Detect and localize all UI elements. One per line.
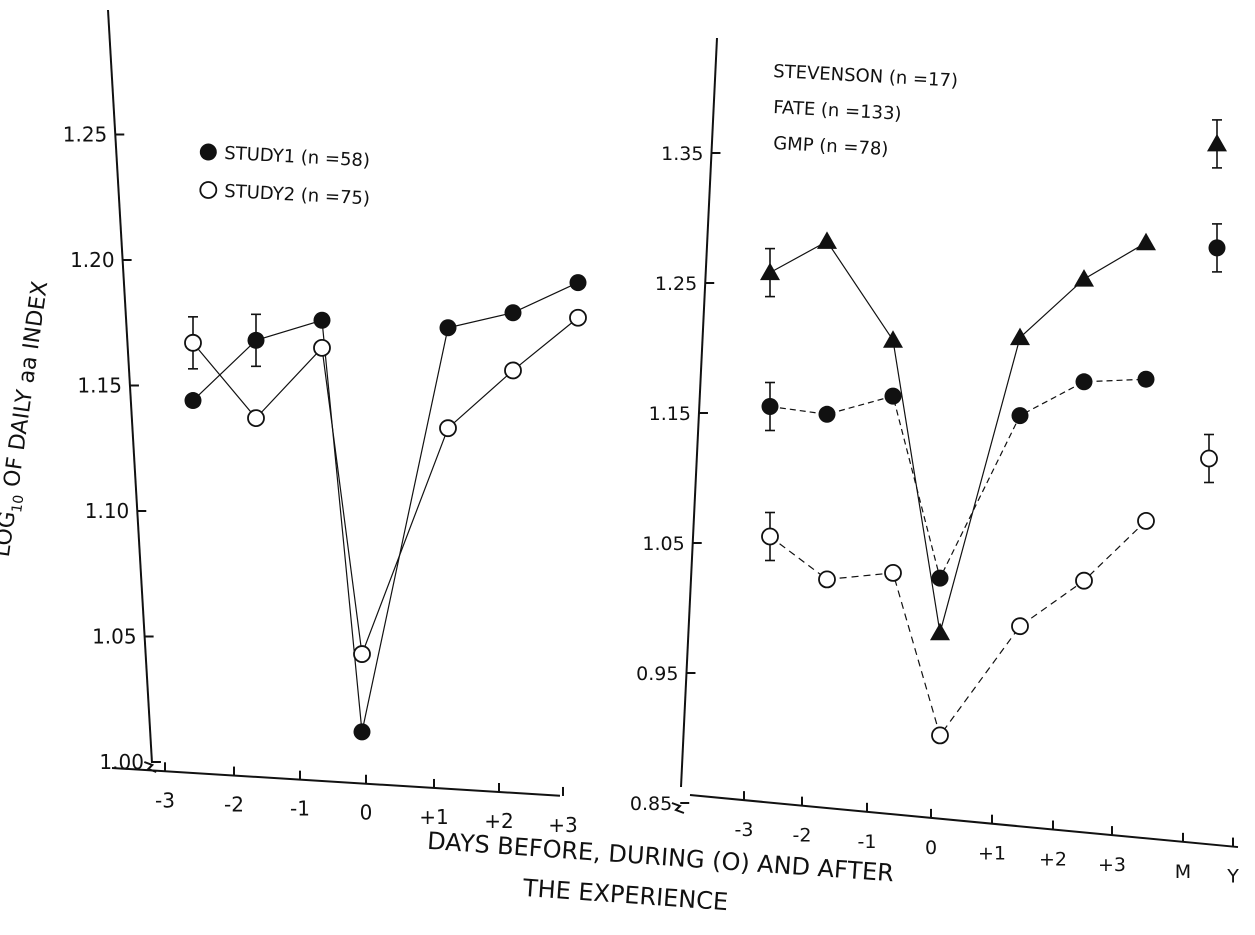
left-legend-entry: STUDY1 (n =58) [199, 143, 371, 172]
x-axis-label-line-2: THE EXPERIENCE [521, 874, 729, 916]
right-x-tick-label: -1 [858, 831, 877, 853]
left-legend-label: STUDY1 (n =58) [224, 143, 371, 172]
left-series-2-point [504, 361, 522, 380]
left-x-tick-label: -2 [224, 793, 244, 817]
right-series-1-point [817, 231, 837, 249]
left-legend-entry: STUDY2 (n =75) [199, 181, 371, 210]
right-x-tick-label: Y [1226, 866, 1239, 888]
right-x-tick-label: +2 [1039, 848, 1067, 870]
right-axis-break [671, 802, 685, 814]
left-x-tick-label: +3 [548, 813, 577, 837]
left-series-2-point [184, 333, 202, 352]
right-series-3-point [761, 527, 779, 546]
left-x-tick-label: +2 [484, 809, 513, 833]
right-y-tick-label: 0.85 [630, 793, 672, 815]
left-x-tick-label: +1 [419, 805, 448, 829]
right-legend-entry: FATE (n =133) [773, 97, 902, 125]
left-y-tick-label: 1.05 [92, 625, 137, 649]
right-x-tick-label: M [1175, 861, 1191, 883]
left-series-1-line [192, 282, 579, 733]
right-series-2-extra-point [1208, 239, 1226, 257]
right-legend-entry: STEVENSON (n =17) [773, 61, 959, 92]
left-series-2-point [247, 409, 265, 428]
x-axis-label-line-1: DAYS BEFORE, DURING (O) AND AFTER [426, 827, 894, 888]
right-legend-label: GMP (n =78) [773, 133, 889, 160]
left-series-2-point [353, 645, 371, 663]
right-series-2-point [931, 569, 949, 587]
left-y-tick-label: 1.10 [85, 499, 130, 523]
left-legend-label: STUDY2 (n =75) [224, 181, 371, 210]
left-x-tick-label: -3 [155, 788, 175, 812]
right-series-3-point [1075, 571, 1093, 590]
right-legend-label: STEVENSON (n =17) [773, 61, 959, 92]
right-x-tick-label: +3 [1098, 854, 1126, 876]
left-x-axis [111, 767, 561, 797]
right-series-1-point [1010, 327, 1030, 346]
right-x-axis [689, 794, 1239, 849]
right-series-2-point [1011, 407, 1029, 425]
right-series-1-extra-point [1207, 133, 1227, 152]
right-series-3-point [884, 564, 902, 582]
right-y-tick-label: 1.35 [661, 143, 703, 165]
right-series-3-line [769, 520, 1147, 737]
left-series-1-point [439, 319, 457, 337]
left-y-tick-label: 1.25 [63, 123, 108, 147]
right-series-1-point [1074, 269, 1094, 287]
right-x-tick-label: 0 [925, 837, 937, 859]
left-y-tick-label: 1.15 [77, 374, 122, 398]
right-series-3-point [1137, 512, 1155, 530]
left-series-2-point [439, 419, 457, 438]
left-legend-marker [199, 143, 217, 161]
right-series-2-point [884, 387, 902, 405]
right-series-1-point [760, 262, 780, 281]
left-series-1-point [313, 311, 331, 329]
right-series-1-point [883, 330, 903, 348]
right-x-tick-label: +1 [978, 843, 1006, 865]
right-series-3-extra-point [1200, 449, 1218, 468]
left-x-tick-label: 0 [360, 801, 373, 825]
y-axis-label-left: LOG10 OF DAILY aa INDEX [0, 280, 57, 560]
right-series-3-point [1011, 617, 1029, 636]
right-series-2-point [1075, 373, 1093, 391]
left-x-tick-label: -1 [290, 797, 310, 821]
left-legend-marker [199, 181, 218, 199]
right-series-2-point [818, 405, 836, 423]
left-series-1-point [247, 331, 265, 349]
right-y-tick-label: 0.95 [636, 663, 678, 685]
right-series-3-point [931, 726, 949, 745]
right-legend-entry: GMP (n =78) [773, 133, 889, 160]
right-series-2-point [761, 398, 779, 415]
right-legend-label: FATE (n =133) [773, 97, 902, 125]
right-series-1-point [1136, 232, 1156, 251]
left-y-tick-label: 1.20 [70, 248, 115, 272]
right-x-tick-label: -3 [735, 819, 754, 841]
right-y-tick-label: 1.05 [642, 533, 684, 555]
left-series-2-point [313, 338, 331, 357]
right-series-1-point [930, 622, 950, 641]
left-series-1-point [569, 274, 587, 292]
right-series-2-point [1137, 370, 1155, 388]
left-series-1-point [504, 304, 522, 322]
right-panel: 0.85 0.95 1.05 1.15 1.25 1.35 -3 -2 -1 0 +1 +2 +3 M Y S… [630, 37, 1239, 888]
right-series-3-point [818, 570, 836, 589]
left-panel: 1.001.051.101.151.201.25-3 -2 -1 0 +1 +2 +3STU… [63, 9, 587, 837]
right-y-tick-label: 1.25 [655, 273, 697, 295]
left-series-2-point [569, 308, 587, 327]
left-series-1-point [353, 723, 371, 741]
right-y-tick-label: 1.15 [649, 403, 691, 425]
right-x-tick-label: -2 [793, 825, 812, 847]
left-series-1-point [184, 392, 202, 410]
